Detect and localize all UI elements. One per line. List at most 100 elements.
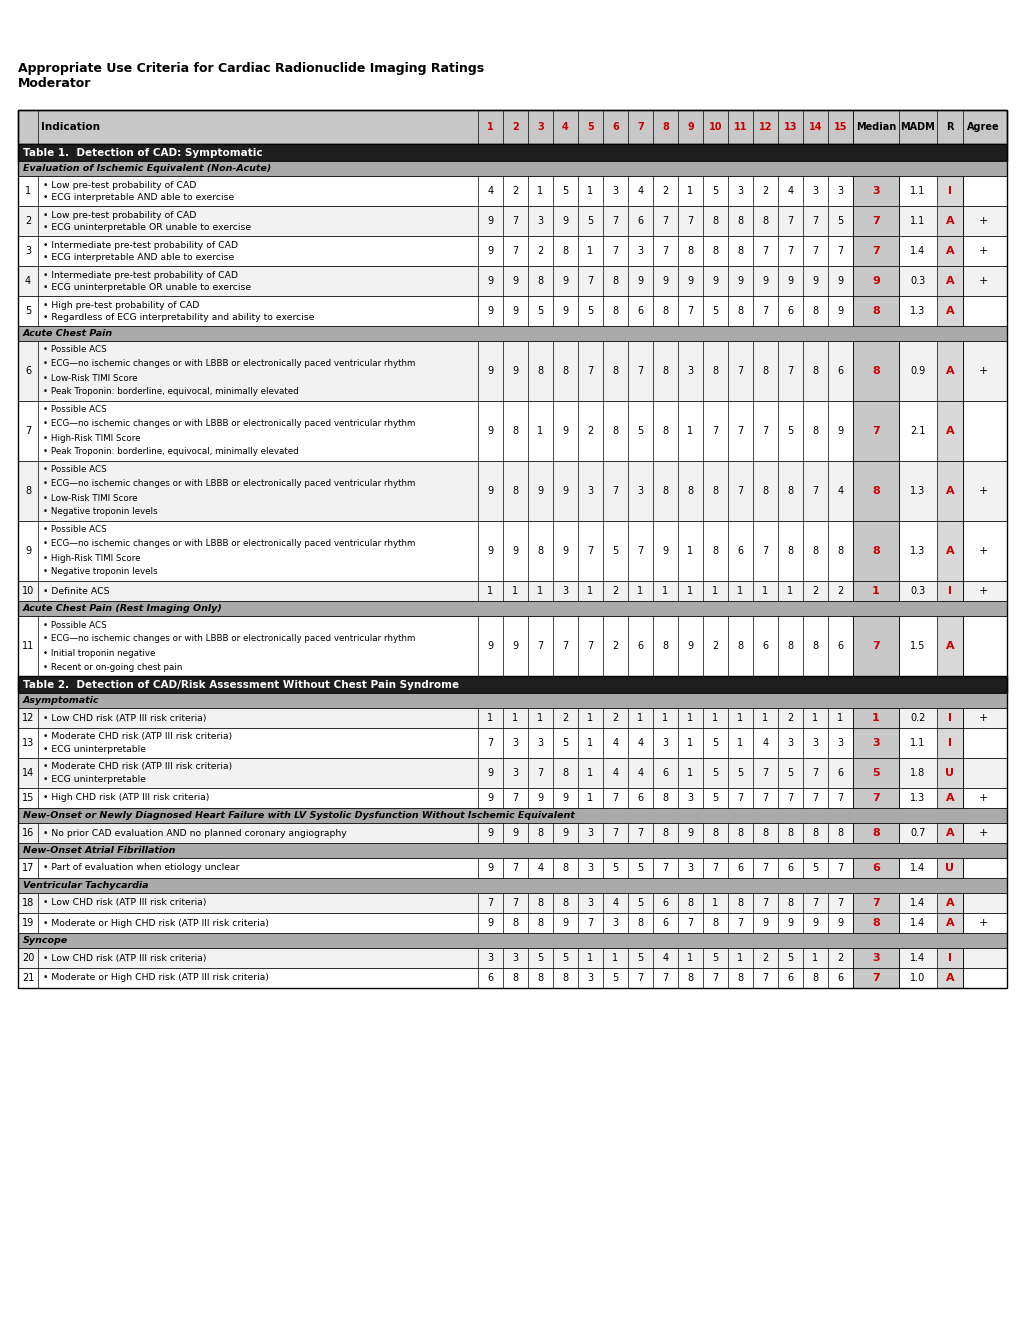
Text: 2: 2 xyxy=(711,642,718,651)
Text: 0.7: 0.7 xyxy=(909,828,925,838)
Text: 13: 13 xyxy=(783,121,797,132)
Text: 8: 8 xyxy=(661,426,667,436)
Text: 1.3: 1.3 xyxy=(910,306,924,315)
Text: 8: 8 xyxy=(737,828,743,838)
Bar xyxy=(852,758,898,788)
Text: 9: 9 xyxy=(561,793,568,803)
Bar xyxy=(852,858,898,878)
Bar xyxy=(18,601,1006,616)
Text: 9: 9 xyxy=(512,546,518,556)
Text: 20: 20 xyxy=(21,953,35,964)
Text: A: A xyxy=(945,366,954,376)
Text: 9: 9 xyxy=(487,546,493,556)
Bar xyxy=(18,822,1006,843)
Text: 3: 3 xyxy=(812,186,818,195)
Text: 7: 7 xyxy=(761,768,768,777)
Text: 8: 8 xyxy=(711,828,717,838)
Text: 4: 4 xyxy=(787,186,793,195)
Text: 8: 8 xyxy=(512,973,518,983)
Text: 5: 5 xyxy=(611,546,618,556)
Text: 6: 6 xyxy=(611,121,619,132)
Text: 5: 5 xyxy=(611,863,618,873)
Text: • Possible ACS: • Possible ACS xyxy=(43,466,107,474)
Text: 8: 8 xyxy=(812,366,818,376)
Text: 1: 1 xyxy=(487,586,493,597)
Text: 5: 5 xyxy=(537,306,543,315)
Text: 2: 2 xyxy=(561,713,568,723)
Text: A: A xyxy=(945,306,954,315)
Text: 3: 3 xyxy=(837,738,843,748)
Text: 3: 3 xyxy=(661,738,667,748)
Bar xyxy=(18,758,1006,788)
Text: 1: 1 xyxy=(687,713,693,723)
Text: I: I xyxy=(947,713,951,723)
Text: Table 2.  Detection of CAD/Risk Assessment Without Chest Pain Syndrome: Table 2. Detection of CAD/Risk Assessmen… xyxy=(23,680,459,689)
Text: 2: 2 xyxy=(761,186,768,195)
Text: • High pre-test probability of CAD: • High pre-test probability of CAD xyxy=(43,301,199,309)
Text: • Possible ACS: • Possible ACS xyxy=(43,620,107,630)
Text: 9: 9 xyxy=(487,642,493,651)
Text: 8: 8 xyxy=(787,486,793,496)
Text: Acute Chest Pain (Rest Imaging Only): Acute Chest Pain (Rest Imaging Only) xyxy=(23,605,222,612)
Text: 7: 7 xyxy=(761,306,768,315)
Text: 5: 5 xyxy=(787,426,793,436)
Text: 8: 8 xyxy=(871,917,879,928)
Text: 0.9: 0.9 xyxy=(910,366,924,376)
Text: • ECG—no ischemic changes or with LBBB or electronically paced ventricular rhyth: • ECG—no ischemic changes or with LBBB o… xyxy=(43,479,415,488)
Text: 1: 1 xyxy=(587,586,593,597)
Text: 8: 8 xyxy=(761,216,767,226)
Text: 3: 3 xyxy=(561,586,568,597)
Text: +: + xyxy=(977,586,986,597)
Text: 1.3: 1.3 xyxy=(910,486,924,496)
Text: 9: 9 xyxy=(687,642,693,651)
Text: 3: 3 xyxy=(487,953,493,964)
Text: 3: 3 xyxy=(537,121,543,132)
Text: 6: 6 xyxy=(837,973,843,983)
Bar xyxy=(936,616,962,676)
Text: 7: 7 xyxy=(871,898,879,908)
Text: 7: 7 xyxy=(811,216,818,226)
Text: 2: 2 xyxy=(787,713,793,723)
Text: 10: 10 xyxy=(21,586,34,597)
Text: 9: 9 xyxy=(512,828,518,838)
Text: 9: 9 xyxy=(561,546,568,556)
Text: 8: 8 xyxy=(812,546,818,556)
Bar xyxy=(936,913,962,933)
Text: 5: 5 xyxy=(561,186,568,195)
Text: 1.3: 1.3 xyxy=(910,546,924,556)
Text: 9: 9 xyxy=(561,426,568,436)
Text: 7: 7 xyxy=(761,793,768,803)
Text: 4: 4 xyxy=(637,738,643,748)
Bar xyxy=(18,878,1006,894)
Text: 1: 1 xyxy=(587,186,593,195)
Text: 9: 9 xyxy=(561,828,568,838)
Text: • ECG interpretable AND able to exercise: • ECG interpretable AND able to exercise xyxy=(43,252,234,261)
Text: 8: 8 xyxy=(871,366,879,376)
Bar xyxy=(936,948,962,968)
Text: 9: 9 xyxy=(487,917,493,928)
Text: 16: 16 xyxy=(21,828,34,838)
Text: A: A xyxy=(945,246,954,256)
Text: 8: 8 xyxy=(687,246,693,256)
Bar xyxy=(852,401,898,461)
Bar xyxy=(936,521,962,581)
Text: 3: 3 xyxy=(537,738,543,748)
Text: 1.1: 1.1 xyxy=(910,216,924,226)
Text: 9: 9 xyxy=(837,917,843,928)
Text: 8: 8 xyxy=(837,828,843,838)
Text: • Low-Risk TIMI Score: • Low-Risk TIMI Score xyxy=(43,494,138,503)
Text: 8: 8 xyxy=(711,216,717,226)
Text: 12: 12 xyxy=(21,713,35,723)
Text: R: R xyxy=(946,121,953,132)
Text: 1: 1 xyxy=(837,713,843,723)
Text: 7: 7 xyxy=(587,366,593,376)
Text: 7: 7 xyxy=(737,793,743,803)
Text: 3: 3 xyxy=(537,216,543,226)
Bar xyxy=(18,110,1006,144)
Text: A: A xyxy=(945,216,954,226)
Text: +: + xyxy=(977,276,986,286)
Text: 15: 15 xyxy=(833,121,847,132)
Text: 1: 1 xyxy=(871,713,879,723)
Bar xyxy=(936,341,962,401)
Text: 7: 7 xyxy=(871,793,879,803)
